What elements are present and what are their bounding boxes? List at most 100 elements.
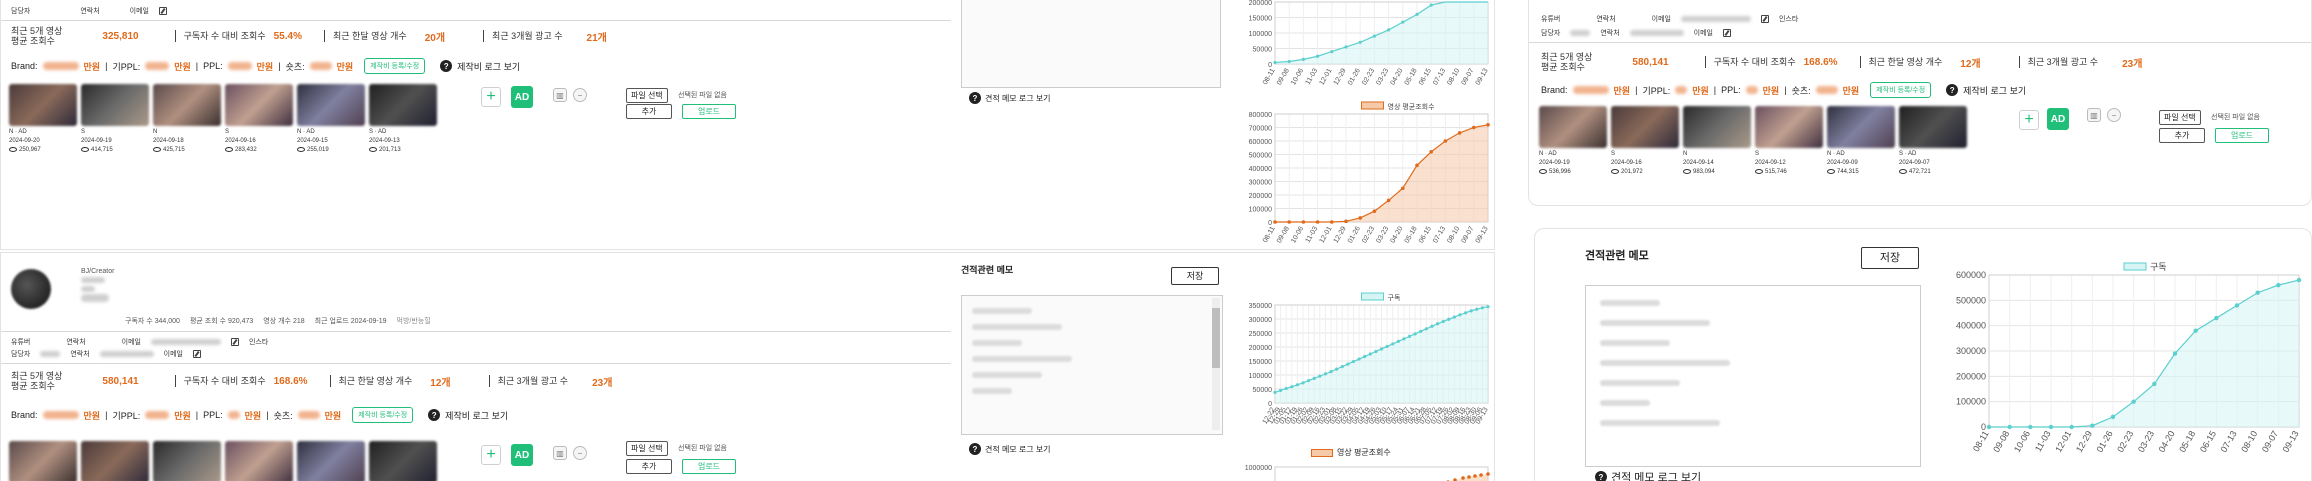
video-thumbnail[interactable]	[369, 441, 437, 481]
video-thumbnail[interactable]	[1683, 106, 1751, 148]
video-thumbnail[interactable]	[1611, 106, 1679, 148]
video-thumbnail[interactable]	[369, 84, 437, 126]
upload-button[interactable]: 업로드	[682, 459, 736, 474]
divider	[1529, 42, 2311, 43]
estimate-log-link[interactable]: ? 견적 메모 로그 보기	[969, 443, 1051, 455]
save-button[interactable]: 저장	[1171, 267, 1219, 285]
data-point	[1273, 60, 1277, 65]
data-point	[1344, 219, 1348, 224]
file-select-button[interactable]: 파일 선택	[626, 88, 668, 103]
chart-icon[interactable]: ▥	[553, 88, 567, 102]
video-thumbnail[interactable]	[81, 84, 149, 126]
production-log-link[interactable]: 제작비 로그 보기	[1963, 85, 2027, 96]
add-ppl-button[interactable]: +	[481, 445, 501, 465]
chart-icon[interactable]: ▥	[553, 446, 567, 460]
eye-icon	[9, 146, 17, 152]
add-button[interactable]: 추가	[626, 104, 672, 119]
file-select-button[interactable]: 파일 선택	[626, 441, 668, 456]
x-tick-label: 08-11	[1971, 429, 1991, 453]
upload-button[interactable]: 업로드	[2215, 128, 2269, 143]
data-point	[1301, 381, 1305, 385]
ad-button[interactable]: AD	[511, 86, 533, 108]
edit-icon[interactable]	[158, 7, 167, 15]
brand-row: Brand: 만원 | 기PPL: 만원 | PPL: 만원 | 숏츠: 만원 …	[11, 58, 520, 74]
data-point	[2172, 351, 2178, 356]
estimate-memo-textarea[interactable]	[961, 295, 1223, 435]
production-log-link[interactable]: 제작비 로그 보기	[457, 61, 521, 72]
video-thumbnail[interactable]	[1755, 106, 1823, 148]
video-thumbnail[interactable]	[225, 441, 293, 481]
add-button[interactable]: 추가	[626, 459, 672, 474]
series-area	[1275, 306, 1488, 403]
upload-button[interactable]: 업로드	[682, 104, 736, 119]
data-point	[1401, 20, 1405, 24]
save-button[interactable]: 저장	[1861, 247, 1919, 269]
video-thumbnail[interactable]	[153, 441, 221, 481]
edit-icon[interactable]	[1760, 15, 1769, 23]
eye-icon	[1539, 168, 1547, 174]
eye-icon	[1755, 168, 1763, 174]
ad-button[interactable]: AD	[2047, 108, 2069, 130]
avatar[interactable]	[11, 269, 51, 309]
video-thumbnail[interactable]	[297, 441, 365, 481]
edit-icon[interactable]	[192, 350, 201, 358]
ads-value: 23개	[2122, 58, 2143, 70]
data-point	[2007, 424, 2012, 430]
category-tag: 먹방/반능힐	[396, 318, 431, 325]
ad-button[interactable]: AD	[511, 444, 533, 466]
video-thumbnail[interactable]	[1827, 106, 1895, 148]
minus-icon[interactable]: −	[573, 446, 587, 460]
production-edit-button[interactable]: 제작비 등록/수정	[364, 58, 426, 74]
add-ppl-button[interactable]: +	[481, 87, 501, 107]
data-point	[1424, 327, 1428, 331]
production-log-link[interactable]: 제작비 로그 보기	[445, 410, 509, 421]
data-point	[1452, 315, 1456, 319]
video-thumbnail[interactable]	[153, 84, 221, 126]
data-point	[2296, 277, 2302, 283]
data-point	[1344, 45, 1348, 49]
chart-icon[interactable]: ▥	[2087, 108, 2101, 122]
estimate-memo-textarea[interactable]	[1585, 285, 1921, 467]
scrollbar[interactable]	[1212, 298, 1220, 430]
recent-avg-label: 최근 5개 영상 평균 조회수	[11, 371, 63, 391]
estimate-log-link[interactable]: ? 견적 메모 로그 보기	[969, 92, 1051, 104]
video-thumbnail[interactable]	[1539, 106, 1607, 148]
minus-icon[interactable]: −	[2107, 108, 2121, 122]
manager-row: 담당자 연락처 이메일	[11, 6, 167, 16]
video-thumbnail[interactable]	[297, 84, 365, 126]
y-tick-label: 200000	[1956, 371, 1986, 381]
data-point	[2048, 424, 2054, 430]
file-select-button[interactable]: 파일 선택	[2159, 110, 2201, 125]
x-tick-label: 08-10	[1446, 67, 1461, 86]
video-thumbnail[interactable]	[81, 441, 149, 481]
video-thumbnail[interactable]	[225, 84, 293, 126]
add-ppl-button[interactable]: +	[2019, 110, 2039, 130]
add-button[interactable]: 추가	[2159, 128, 2205, 143]
y-tick-label: 300000	[1249, 180, 1272, 187]
youtuber-row: 유튜버 연락처 이메일 인스타	[11, 338, 269, 346]
production-edit-button[interactable]: 제작비 등록/수정	[1870, 82, 1932, 98]
production-edit-button[interactable]: 제작비 등록/수정	[352, 407, 414, 423]
estimate-memo-textarea[interactable]	[961, 0, 1221, 88]
x-tick-label: 06-15	[1418, 225, 1433, 244]
video-thumbnail[interactable]	[1899, 106, 1967, 148]
x-tick-label: 09-07	[2260, 429, 2280, 454]
eye-icon	[1899, 168, 1907, 174]
eye-icon	[1683, 168, 1691, 174]
edit-icon[interactable]	[1722, 29, 1731, 37]
estimate-log-link[interactable]: ? 견적 메모 로그 보기	[1595, 469, 1701, 481]
brand-row: Brand: 만원 | 기PPL: 만원 | PPL: 만원 | 숏츠: 만원 …	[1541, 82, 2026, 98]
video-thumbnail[interactable]	[9, 84, 77, 126]
data-point	[1463, 311, 1468, 315]
data-point	[1486, 305, 1490, 309]
data-point	[1475, 307, 1479, 311]
edit-icon[interactable]	[230, 338, 239, 346]
y-tick-label: 100000	[1249, 373, 1272, 380]
video-thumbnail[interactable]	[9, 441, 77, 481]
avg-views-value: 580,141	[1632, 56, 1669, 68]
minus-icon[interactable]: −	[573, 88, 587, 102]
video-meta-cell: S · AD 2024-09-07 472,721	[1899, 151, 1931, 175]
shorts-value	[309, 62, 332, 70]
question-icon: ?	[969, 443, 981, 455]
divider	[1, 331, 951, 332]
